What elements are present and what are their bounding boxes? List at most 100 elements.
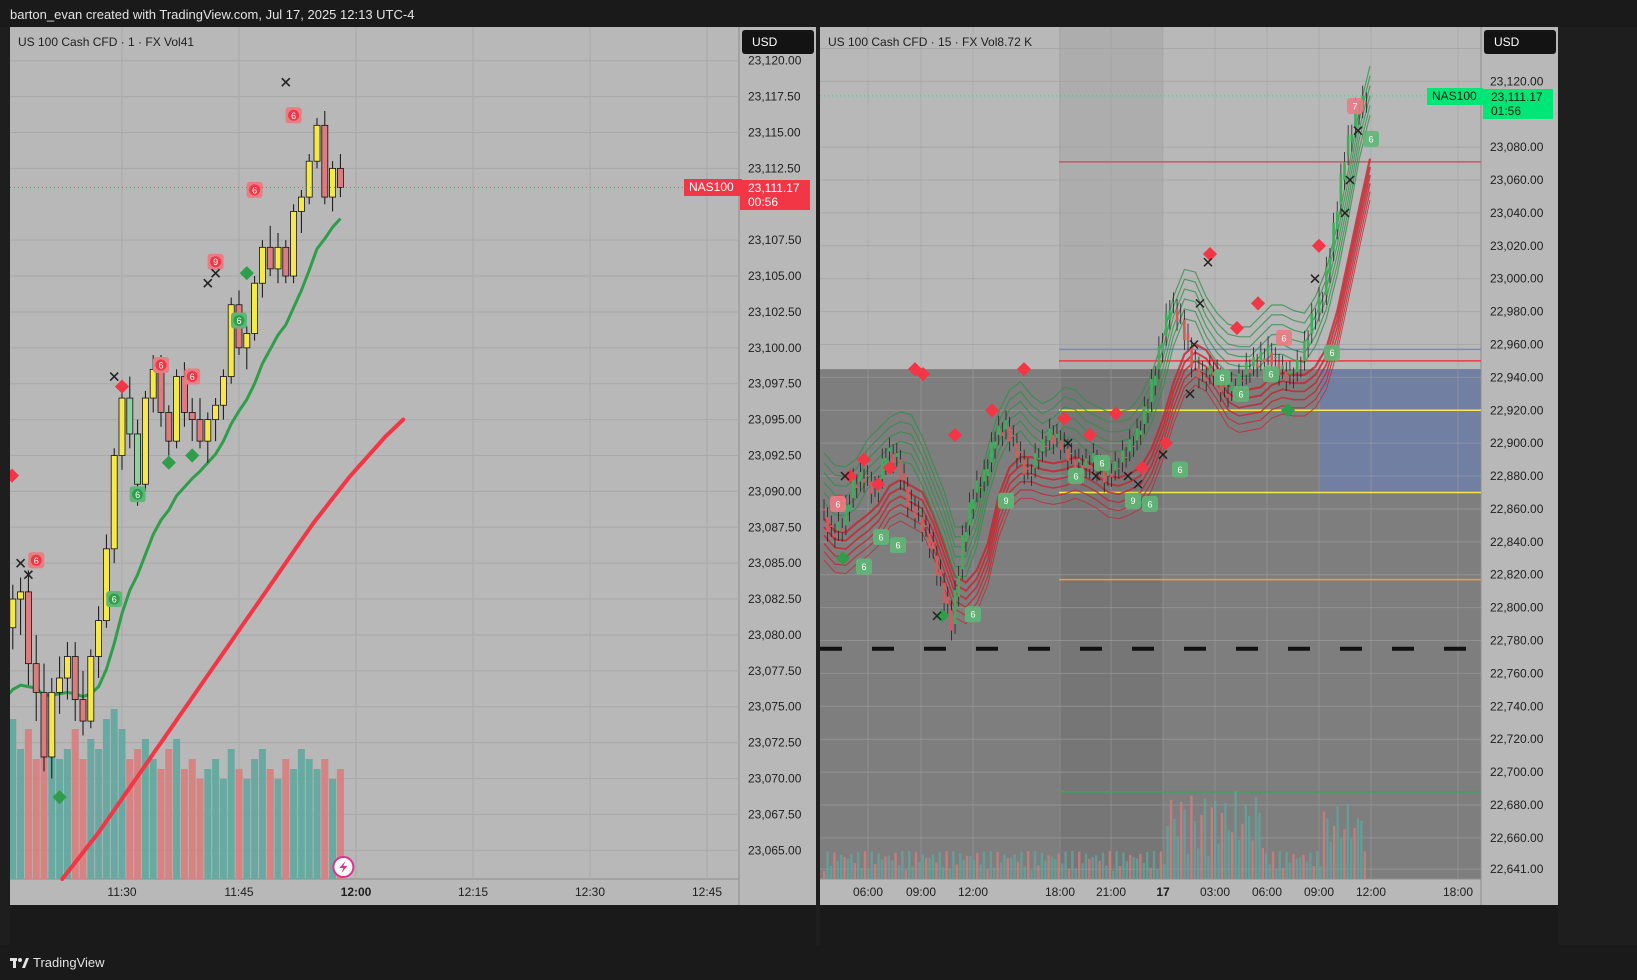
candle-body xyxy=(950,610,953,631)
candle-body xyxy=(1004,420,1008,430)
candle-body xyxy=(1321,301,1324,304)
buy-diamond-marker xyxy=(52,790,67,805)
volume-bar xyxy=(829,865,833,879)
sequence-count-label: 6 xyxy=(1177,465,1182,475)
candle-body xyxy=(1128,439,1132,452)
volume-bar xyxy=(962,859,965,879)
bar-countdown: 01:56 xyxy=(1491,103,1522,118)
candle-body xyxy=(1365,102,1368,104)
candle-body xyxy=(870,481,873,494)
candle-body xyxy=(1237,373,1241,386)
candle-body xyxy=(910,499,913,501)
sequence-count-badge xyxy=(873,528,889,545)
symbol-legend-1m[interactable]: US 100 Cash CFD · 1 · FX Vol41 xyxy=(18,35,195,49)
volume-bar xyxy=(1152,851,1156,879)
time-tick-label: 09:00 xyxy=(906,885,936,899)
candle-body xyxy=(822,508,826,511)
candle-body xyxy=(17,591,24,600)
sequence-count-label: 6 xyxy=(34,556,39,566)
volume-bar xyxy=(1156,869,1159,879)
sequence-count-label: 6 xyxy=(1238,389,1243,399)
price-tick-label: 23,080.00 xyxy=(1490,140,1544,154)
candle-body xyxy=(95,620,102,657)
sequence-count-label: 6 xyxy=(970,610,975,620)
candle-body xyxy=(188,412,196,421)
candle-body xyxy=(1026,467,1030,470)
signal-cross-marker xyxy=(1185,389,1195,399)
time-tick-label: 21:00 xyxy=(1096,885,1126,899)
volume-bar xyxy=(826,851,829,879)
sequence-count-dot xyxy=(210,256,222,268)
price-tick-label: 22,840.00 xyxy=(1490,535,1544,549)
chart-pane-1m[interactable]: 23,120.00 23,117.50 23,115.00 23,112.50 23,1… xyxy=(10,27,816,945)
volume-bar xyxy=(1010,857,1013,879)
signal-cross-marker xyxy=(1195,298,1205,308)
currency-button[interactable]: USD xyxy=(742,30,814,54)
sequence-count-label: 6 xyxy=(236,316,241,326)
volume-bar xyxy=(251,759,259,879)
sequence-count-label: 6 xyxy=(1368,134,1373,144)
volume-bar xyxy=(1309,852,1312,879)
price-tick-label: 22,960.00 xyxy=(1490,337,1544,351)
last-price-value: 23,111.17 xyxy=(748,181,800,196)
volume-bar xyxy=(297,749,305,879)
volume-bar xyxy=(180,769,188,879)
candle-body xyxy=(32,663,40,693)
volume-bar xyxy=(863,851,867,879)
candle-body xyxy=(1110,473,1113,478)
volume-bar xyxy=(996,851,999,879)
candle-body xyxy=(1332,222,1335,252)
candle-body xyxy=(251,282,259,334)
time-tick-label: 11:30 xyxy=(107,885,136,899)
candle-body xyxy=(1244,362,1248,375)
candle-body xyxy=(1354,107,1357,128)
sell-diamond-marker xyxy=(842,468,858,484)
sequence-count-badge xyxy=(1233,385,1249,402)
time-tick-label: 12:00 xyxy=(341,885,372,899)
sequence-count-badge xyxy=(830,496,846,513)
volume-bar xyxy=(1237,839,1241,879)
volume-bar xyxy=(1336,806,1339,879)
candle-body xyxy=(1121,450,1124,463)
volume-bar xyxy=(10,719,17,879)
candle-body xyxy=(1041,439,1044,452)
candle-body xyxy=(1274,357,1277,359)
time-tick-label: 06:00 xyxy=(1252,885,1282,899)
signal-cross-marker xyxy=(211,268,221,278)
candle-body xyxy=(1314,318,1317,320)
symbol-legend-15m[interactable]: US 100 Cash CFD · 15 · FX Vol8.72 K xyxy=(828,35,1033,49)
candle-body xyxy=(1124,456,1128,458)
volume-bar xyxy=(1312,866,1315,879)
candle-body xyxy=(1132,445,1135,448)
candle-body xyxy=(1270,352,1274,365)
volume-bar xyxy=(1278,851,1281,879)
chart-pane-15m[interactable]: 23,140.0023,120.0023,080.0023,060.0023,0… xyxy=(820,27,1558,945)
currency-button[interactable]: USD xyxy=(1484,30,1556,54)
candle-body xyxy=(282,246,290,277)
volume-bar xyxy=(850,853,853,879)
price-tick-label: 23,000.00 xyxy=(1490,272,1544,286)
volume-bar xyxy=(1064,851,1067,879)
candle-body xyxy=(855,484,859,489)
chart-canvas-15m[interactable]: 23,140.0023,120.0023,080.0023,060.0023,0… xyxy=(820,27,1558,905)
candle-body xyxy=(1143,406,1146,424)
sell-diamond-marker xyxy=(1250,296,1266,311)
volume-bar xyxy=(928,858,931,879)
candle-body xyxy=(258,246,266,284)
volume-bar xyxy=(1326,818,1329,879)
price-tick-label: 23,107.50 xyxy=(748,233,802,247)
target-zone-box xyxy=(1320,369,1481,493)
sequence-count-badge xyxy=(1125,492,1141,509)
sell-diamond-marker xyxy=(1082,427,1098,443)
volume-bar xyxy=(1251,840,1254,879)
sequence-count-badge xyxy=(965,606,981,623)
chart-canvas-1m[interactable]: 23,120.00 23,117.50 23,115.00 23,112.50 23,1… xyxy=(10,27,816,905)
candle-body xyxy=(329,167,337,198)
candle-body xyxy=(844,505,848,526)
sequence-count-label: 6 xyxy=(861,562,866,572)
sequence-count-label: 6 xyxy=(1268,370,1273,380)
volume-bar xyxy=(938,852,941,879)
candle-body xyxy=(1328,257,1332,274)
tradingview-logo[interactable]: TradingView xyxy=(10,955,120,973)
candle-body xyxy=(1343,161,1346,181)
